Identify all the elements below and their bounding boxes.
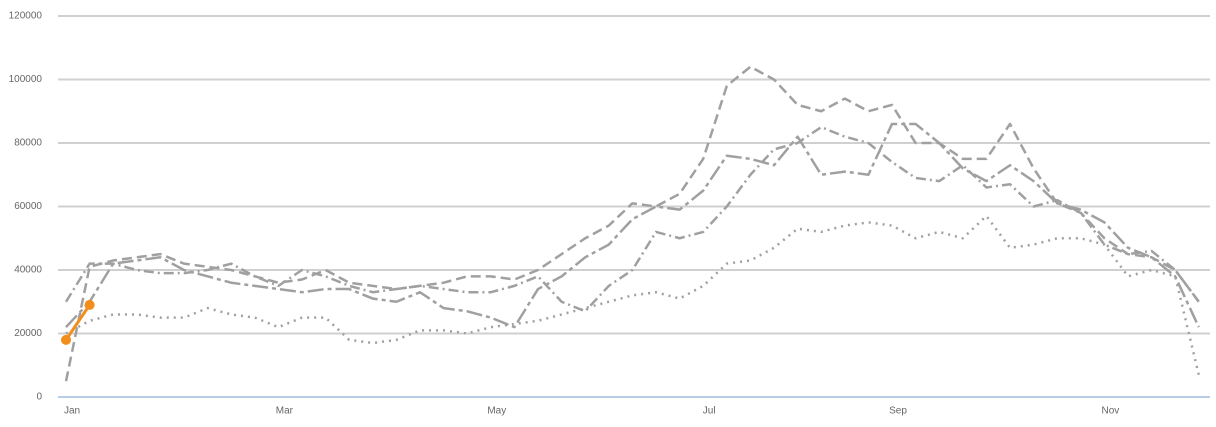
point xyxy=(61,334,71,345)
y-tick-label: 60000 xyxy=(14,201,42,212)
point xyxy=(84,299,95,310)
series-line xyxy=(64,304,91,341)
y-tick-label: 120000 xyxy=(9,11,43,22)
x-tick-label: Jul xyxy=(703,406,716,417)
x-tick-label: Jan xyxy=(64,406,80,417)
y-tick-label: 80000 xyxy=(14,138,42,149)
x-tick-label: May xyxy=(487,406,506,417)
series-line xyxy=(64,125,1200,313)
x-tick-label: Mar xyxy=(276,406,294,417)
y-tick-label: 40000 xyxy=(14,265,42,276)
x-tick-label: Sep xyxy=(889,406,907,417)
y-tick-label: 100000 xyxy=(9,74,43,85)
y-tick-label: 0 xyxy=(36,392,42,403)
x-tick-label: Nov xyxy=(1102,406,1120,417)
y-tick-label: 20000 xyxy=(14,328,42,339)
series-line xyxy=(65,214,1201,376)
series-line xyxy=(65,122,1200,329)
